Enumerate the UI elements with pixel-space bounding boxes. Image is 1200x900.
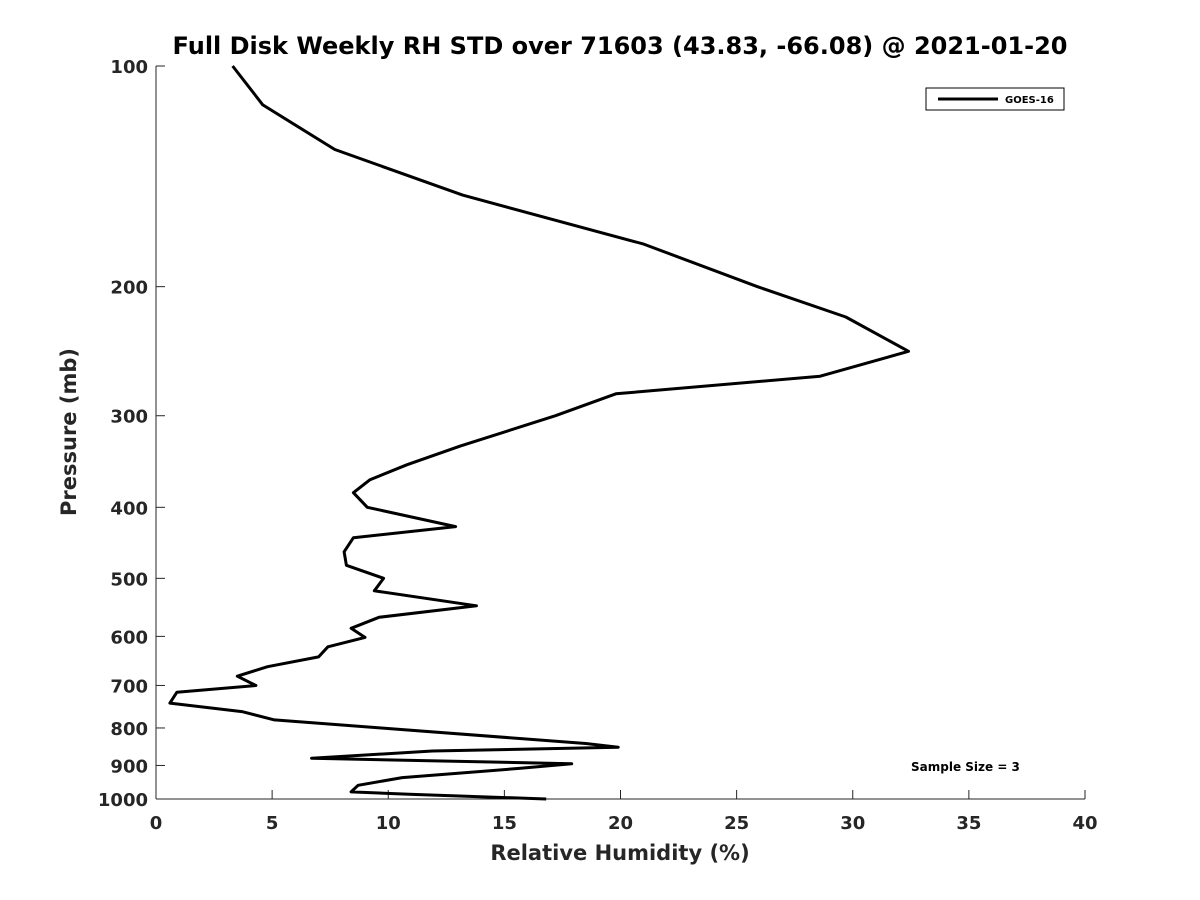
legend: GOES-16 (925, 87, 1065, 111)
y-tick-label: 1000 (98, 790, 148, 811)
y-tick-label: 600 (110, 627, 148, 648)
x-tick-label: 20 (608, 813, 633, 834)
chart-title: Full Disk Weekly RH STD over 71603 (43.8… (173, 32, 1068, 60)
y-tick-label: 900 (110, 756, 148, 777)
y-tick-label: 400 (110, 498, 148, 519)
y-tick-label: 800 (110, 719, 148, 740)
y-tick-label: 200 (110, 278, 148, 299)
x-axis-ticks: 0 5 10 15 20 25 30 35 40 (150, 790, 1098, 834)
x-tick-label: 10 (376, 813, 401, 834)
y-axis-ticks: 100 200 300 400 500 600 700 800 900 1000 (98, 57, 165, 811)
x-tick-label: 0 (150, 813, 163, 834)
x-tick-label: 40 (1072, 813, 1097, 834)
y-tick-label: 700 (110, 676, 148, 697)
y-tick-label: 300 (110, 407, 148, 428)
sample-size-annotation: Sample Size = 3 (911, 760, 1020, 774)
y-axis-label: Pressure (mb) (57, 348, 81, 516)
plot-area (156, 66, 1085, 799)
x-tick-label: 35 (956, 813, 981, 834)
x-tick-label: 5 (266, 813, 279, 834)
x-axis-label: Relative Humidity (%) (490, 841, 749, 865)
y-tick-label: 100 (110, 57, 148, 78)
x-tick-label: 30 (840, 813, 865, 834)
series-line-goes-16 (168, 65, 910, 801)
x-tick-label: 25 (724, 813, 749, 834)
y-tick-label: 500 (110, 569, 148, 590)
x-tick-label: 15 (492, 813, 517, 834)
legend-label-goes-16: GOES-16 (1005, 95, 1054, 106)
